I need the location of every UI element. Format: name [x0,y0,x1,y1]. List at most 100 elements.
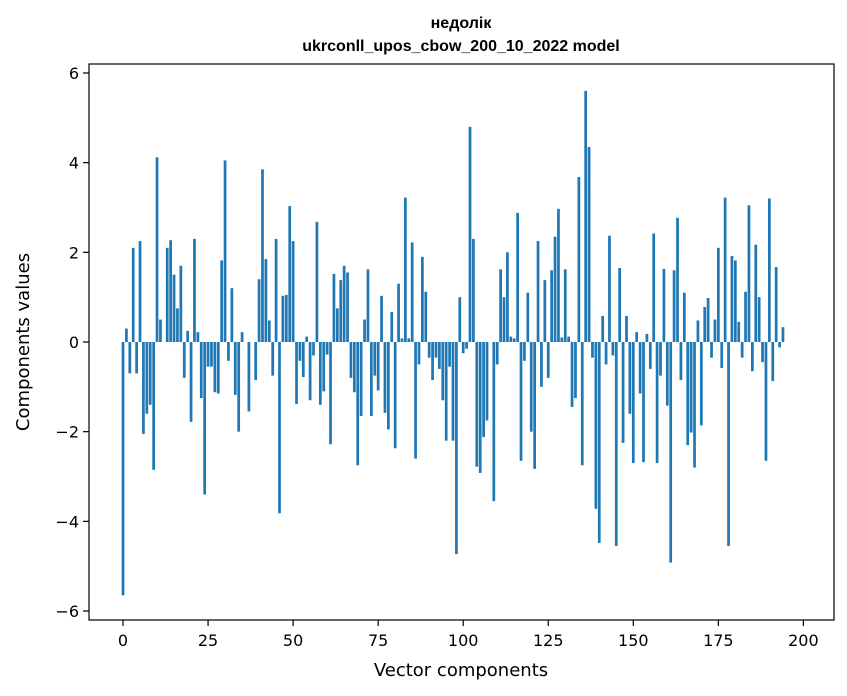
bar [451,342,455,441]
bar [393,342,397,449]
bar [587,146,591,342]
bar [128,342,132,374]
bar [757,297,761,342]
x-tick-label: 25 [198,631,218,650]
bar [744,291,747,342]
bar [308,342,312,401]
x-tick-label: 50 [283,631,303,650]
bar [138,241,142,342]
bar [142,342,145,434]
y-axis-label: Components values [13,253,34,431]
x-tick-label: 200 [788,631,819,650]
bar [131,247,135,342]
bar [591,342,594,358]
bar [233,342,237,395]
bar [465,342,468,349]
bar [257,279,261,342]
bar [247,342,251,412]
bar [274,238,278,342]
bar [356,342,360,466]
bar [264,259,268,342]
bar [240,332,244,342]
bar [689,342,693,433]
bar [761,342,764,363]
bar [359,342,363,416]
bar [611,342,615,356]
bar [281,295,285,342]
bar [427,342,431,358]
bar [352,342,356,393]
bar [567,336,571,342]
bar [349,342,353,378]
y-tick-label: 6 [69,64,79,83]
bar [601,315,605,342]
bar [339,280,343,342]
bar [295,342,298,404]
bar [329,342,332,445]
bar [312,342,315,356]
bars-group [121,90,785,596]
bar [543,280,547,342]
bar [121,342,125,596]
y-tick-label: −4 [55,512,79,531]
bar [672,270,676,342]
bar [645,333,649,342]
bar [213,342,217,393]
bar [686,342,690,446]
bar [679,342,683,381]
bar [424,291,428,342]
bar [363,319,366,342]
bar [230,288,234,342]
bar [774,267,778,342]
bar [696,320,700,342]
x-tick-label: 100 [448,631,479,650]
bar [318,342,322,405]
bar [553,236,557,342]
bar [278,342,281,514]
bar [747,205,751,342]
bar [720,342,724,369]
bar [597,342,601,543]
bar [387,342,390,430]
y-tick-label: 4 [69,154,79,173]
bar [526,292,530,342]
bar [284,294,288,342]
y-tick-label: 2 [69,243,79,262]
bar [563,269,567,342]
bar [216,342,220,394]
bar [723,197,727,342]
bar [540,342,543,387]
bar [254,342,258,381]
bar [301,342,305,377]
x-axis-ticks: 0 25 50 75 100 125 150 175 200 [118,620,819,650]
bar [186,330,190,342]
y-tick-label: −6 [55,602,79,621]
bar [495,342,499,365]
bar [315,221,319,342]
bar [529,342,533,432]
bar [768,198,771,342]
bar [220,260,224,342]
bar [305,336,309,342]
bar [444,342,448,441]
bar [740,342,744,358]
bar [438,342,441,369]
bar [369,342,373,416]
bar [193,238,196,342]
bar [676,217,679,342]
bar [332,273,336,342]
x-tick-label: 150 [618,631,649,650]
bar [560,337,564,342]
bar [366,269,370,342]
bar [189,342,193,422]
bar [155,157,159,342]
bar [261,169,264,342]
bar [210,342,213,367]
bar [621,342,625,443]
bar [703,307,707,342]
bar [179,265,183,342]
bar [125,328,128,342]
bar [580,342,584,466]
x-tick-label: 75 [368,631,388,650]
bar [203,342,207,495]
